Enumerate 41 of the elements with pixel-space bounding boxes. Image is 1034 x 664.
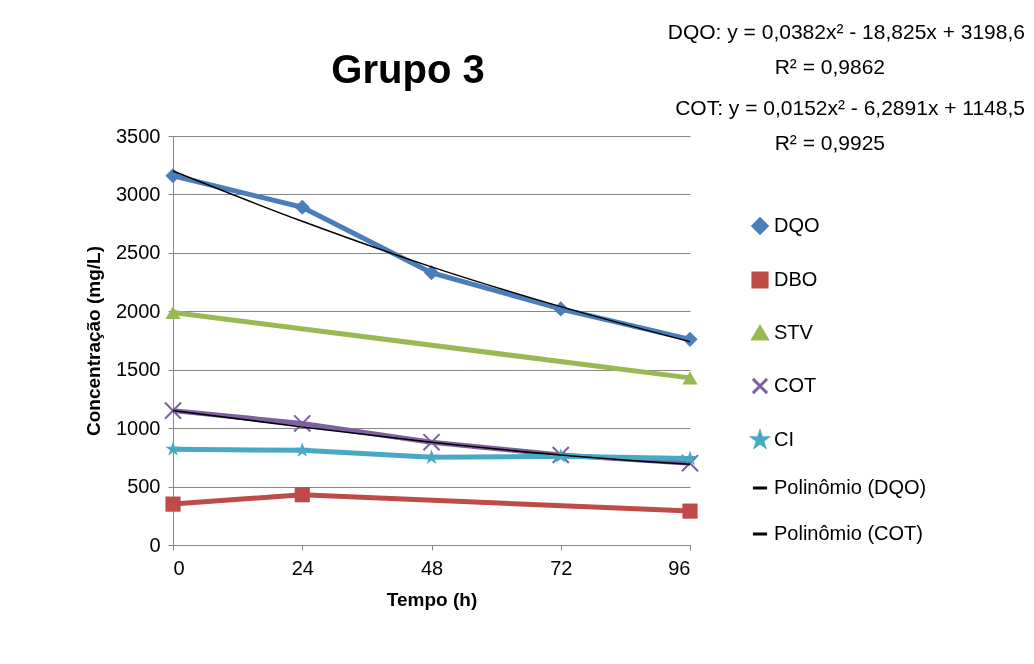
text: R² = 0,9925 xyxy=(774,131,885,154)
x-tick-label: 96 xyxy=(668,556,691,579)
point xyxy=(165,168,181,184)
chart-title: Grupo 3 xyxy=(331,47,485,91)
point xyxy=(680,454,700,473)
y-tick-label: 2500 xyxy=(116,241,161,264)
legend-label: Polinômio (COT) xyxy=(774,522,923,544)
y-tick-label: 500 xyxy=(127,475,161,498)
point xyxy=(423,265,440,281)
x-tick-label: 0 xyxy=(173,556,185,579)
point xyxy=(682,503,698,519)
legend-label: COT xyxy=(774,374,817,396)
y-tick-label: 2000 xyxy=(116,299,161,322)
point xyxy=(293,414,312,433)
legend-label: CI xyxy=(774,428,794,450)
y-tick-label: 3000 xyxy=(116,182,161,205)
point xyxy=(294,199,310,215)
point xyxy=(165,496,181,512)
legend-label: Polinômio (DQO) xyxy=(774,476,927,498)
x-tick-label: 24 xyxy=(291,556,314,579)
legend-label: DBO xyxy=(774,268,818,290)
x-tick-label: 72 xyxy=(550,556,573,579)
point xyxy=(294,442,310,457)
y-axis-title: Concentração (mg/L) xyxy=(83,245,105,437)
x-axis-title: Tempo (h) xyxy=(386,588,478,610)
text: R² = 0,9862 xyxy=(774,55,885,78)
y-tick-label: 1500 xyxy=(116,358,161,381)
point xyxy=(682,331,698,347)
y-tick-label: 3500 xyxy=(116,124,161,147)
point xyxy=(294,487,310,503)
legend-label: STV xyxy=(774,321,814,343)
y-tick-label: 0 xyxy=(149,533,161,556)
point xyxy=(163,401,183,420)
point xyxy=(165,441,181,456)
x-tick-label: 48 xyxy=(420,556,444,579)
point xyxy=(422,433,441,452)
point xyxy=(423,449,440,464)
text: COT: y = 0,0152x² - 6,2891x + 1148,5 xyxy=(675,96,1025,119)
y-tick-label: 1000 xyxy=(116,416,161,439)
legend-label: DQO xyxy=(774,214,820,236)
text: DQO: y = 0,0382x² - 18,825x + 3198,6 xyxy=(667,20,1025,43)
